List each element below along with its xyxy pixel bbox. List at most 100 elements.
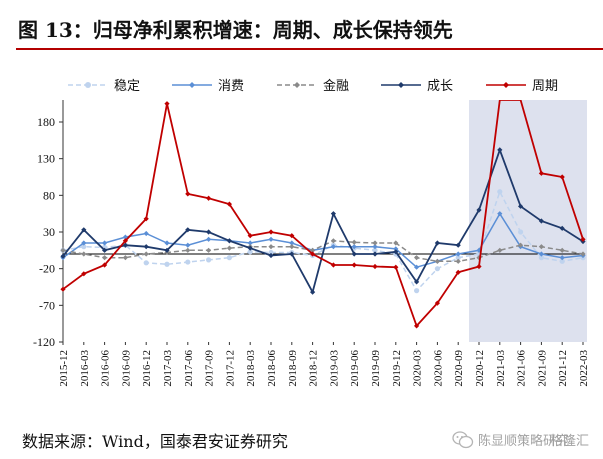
highlight-band	[469, 100, 587, 342]
x-tick-label: 2016-03	[79, 350, 91, 387]
data-point	[102, 262, 108, 268]
data-point	[268, 252, 274, 259]
data-point	[538, 255, 545, 261]
data-point	[393, 246, 399, 252]
data-point	[372, 244, 378, 250]
data-point	[226, 245, 232, 251]
data-point	[476, 263, 482, 270]
data-point	[497, 189, 503, 195]
x-tick-label: 2020-09	[453, 350, 465, 387]
data-point	[60, 247, 66, 253]
data-point	[226, 201, 232, 207]
data-point	[226, 238, 232, 244]
data-point	[351, 251, 357, 257]
x-tick-label: 2017-03	[162, 350, 174, 387]
data-point	[434, 258, 440, 264]
watermark-brand: 格隆汇	[550, 434, 590, 449]
chart-legend: 稳定 消费 金融 成长 周期	[68, 78, 558, 94]
data-point	[559, 258, 565, 264]
data-point	[393, 240, 399, 246]
series-line	[62, 100, 584, 328]
x-tick-label: 2015-12	[58, 350, 70, 387]
series-line	[62, 189, 584, 292]
data-point	[434, 240, 440, 246]
y-tick-label: 180	[37, 115, 55, 129]
y-tick-label: 30	[43, 225, 55, 239]
x-tick-label: 2016-12	[141, 350, 153, 387]
data-point	[164, 247, 170, 253]
y-tick-label: -120	[33, 335, 55, 349]
legend-label: 稳定	[114, 78, 140, 94]
data-point	[289, 244, 295, 250]
data-point	[310, 251, 316, 257]
data-point	[81, 240, 87, 246]
x-tick-label: 2017-06	[183, 350, 195, 387]
data-point	[247, 249, 253, 255]
data-point	[122, 242, 128, 248]
x-tick-label: 2022-03	[578, 350, 590, 387]
x-tick-label: 2020-03	[412, 350, 424, 387]
data-point	[143, 260, 149, 266]
data-point	[538, 218, 544, 224]
data-point	[268, 229, 274, 235]
watermark-text: 陈显顺策略研究	[478, 434, 570, 449]
data-point	[518, 203, 524, 209]
data-point	[122, 255, 128, 261]
data-source-note: 数据来源：Wind，国泰君安证券研究	[22, 432, 288, 451]
data-point	[455, 251, 461, 257]
y-tick-label: -20	[39, 262, 55, 276]
data-point	[102, 240, 108, 246]
legend-marker	[189, 82, 195, 88]
data-point	[559, 225, 565, 231]
data-point	[185, 259, 191, 265]
data-point	[497, 247, 503, 253]
data-point	[372, 240, 378, 246]
data-point	[434, 266, 440, 272]
legend-marker	[85, 82, 91, 88]
data-point	[330, 262, 336, 268]
title-divider	[16, 48, 603, 50]
data-point	[497, 211, 503, 217]
legend-label: 金融	[323, 78, 349, 94]
data-point	[518, 229, 524, 235]
data-point	[414, 279, 420, 285]
data-point	[580, 251, 586, 257]
data-point	[476, 207, 482, 213]
data-point	[206, 229, 212, 235]
data-point	[185, 191, 191, 197]
data-point	[206, 195, 212, 201]
x-tick-label: 2019-06	[349, 350, 361, 387]
watermark: 陈显顺策略研究 格隆汇	[452, 428, 602, 454]
data-point	[351, 239, 357, 245]
data-point	[226, 255, 232, 261]
data-point	[247, 245, 253, 251]
data-point	[164, 240, 170, 246]
series-line	[62, 212, 584, 269]
data-point	[393, 249, 399, 255]
data-point	[102, 255, 108, 261]
data-point	[164, 101, 170, 107]
data-point	[268, 236, 274, 242]
data-point	[538, 251, 544, 257]
x-tick-label: 2018-06	[266, 350, 278, 387]
data-point	[185, 247, 191, 253]
data-point	[455, 242, 461, 248]
x-tick-label: 2019-09	[370, 350, 382, 387]
legend-marker	[398, 82, 404, 88]
data-point	[351, 262, 357, 268]
data-point	[268, 249, 274, 256]
data-point	[81, 251, 87, 257]
data-point	[580, 236, 586, 242]
data-point	[247, 240, 253, 246]
data-point	[143, 251, 149, 257]
series-line	[62, 240, 584, 263]
data-point	[81, 271, 87, 277]
x-tick-label: 2019-12	[391, 350, 403, 387]
data-point	[559, 174, 565, 180]
legend-marker	[503, 82, 509, 88]
legend-label: 成长	[427, 79, 453, 94]
data-point	[289, 233, 295, 239]
line-chart: 稳定 消费 金融 成长 周期 -120 -70 -20 30 80 130 180 2015-12 20…	[33, 78, 590, 387]
x-tick-label: 2021-09	[536, 350, 548, 387]
data-point	[497, 147, 503, 153]
